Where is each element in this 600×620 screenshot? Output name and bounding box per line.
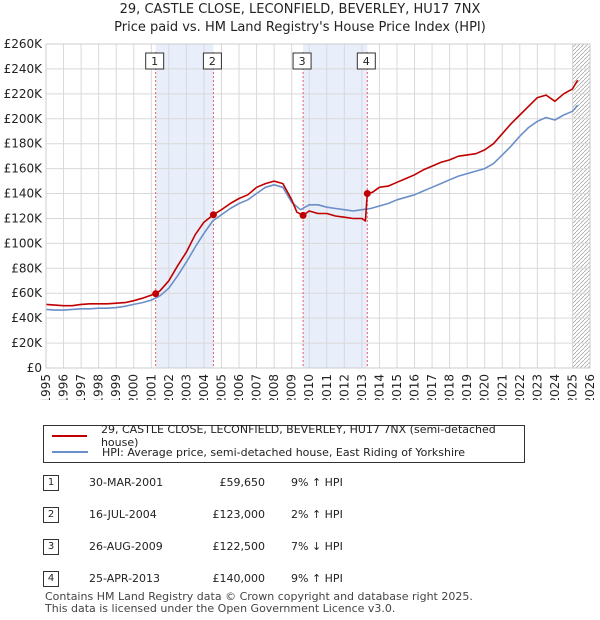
x-tick-label: 2001 xyxy=(144,374,158,400)
y-tick-label: £260K xyxy=(4,37,44,51)
price-chart: £0 £20K £40K £60K £80K £100K £120K £140K £160K £1… xyxy=(4,37,597,400)
transaction-hpi: 9% ↑ HPI xyxy=(291,572,343,585)
legend-label-property: 29, CASTLE CLOSE, LECONFIELD, BEVERLEY, … xyxy=(100,423,496,449)
x-tick-label: 2022 xyxy=(513,374,527,400)
x-tick-label: 1999 xyxy=(109,374,123,400)
transaction-price: £123,000 xyxy=(212,508,266,521)
table-row: 2 16-JUL-2004 £123,000 2% ↑ HPI xyxy=(43,506,563,526)
legend: 29, CASTLE CLOSE, LECONFIELD, BEVERLEY, … xyxy=(43,423,525,463)
x-tick-label: 2016 xyxy=(408,374,422,400)
transaction-date: 26-AUG-2009 xyxy=(89,540,163,553)
y-tick-label: £0 xyxy=(27,361,42,375)
legend-item-property: 29, CASTLE CLOSE, LECONFIELD, BEVERLEY, … xyxy=(52,423,524,449)
legend-swatch-red xyxy=(52,435,87,437)
x-tick-label: 2008 xyxy=(267,374,281,400)
transaction-hpi: 2% ↑ HPI xyxy=(291,508,343,521)
x-tick-label: 2009 xyxy=(285,374,299,400)
transaction-hpi: 9% ↑ HPI xyxy=(291,476,343,489)
transaction-marker-3: 3 xyxy=(43,539,59,555)
x-tick-label: 2018 xyxy=(443,374,457,400)
transaction-price: £122,500 xyxy=(212,540,266,553)
shaded-span xyxy=(303,44,368,368)
transaction-point xyxy=(363,190,371,198)
y-tick-label: £160K xyxy=(4,162,44,176)
transaction-label-box xyxy=(202,52,222,70)
y-tick-label: £80K xyxy=(11,261,43,275)
x-tick-label: 2011 xyxy=(320,374,334,400)
y-tick-label: £40K xyxy=(11,311,43,325)
transaction-label-box xyxy=(292,52,312,70)
x-tick-label: 2014 xyxy=(372,374,386,400)
footer-copyright: Contains HM Land Registry data © Crown c… xyxy=(45,590,473,603)
y-tick-label: £220K xyxy=(4,87,44,101)
transaction-label-box xyxy=(145,52,165,70)
transaction-marker-1: 1 xyxy=(43,475,59,491)
transaction-point xyxy=(209,211,217,219)
y-tick-label: £140K xyxy=(4,187,44,201)
x-tick-label: 1996 xyxy=(57,374,71,400)
hpi-line xyxy=(45,104,579,311)
x-tick-label: 2024 xyxy=(548,374,562,400)
transaction-price: £59,650 xyxy=(219,476,266,489)
x-tick-label: 2013 xyxy=(355,374,369,400)
property-price-line xyxy=(45,79,579,307)
transaction-label-box xyxy=(356,52,376,70)
y-tick-label: £60K xyxy=(11,286,43,300)
transaction-label: 2 xyxy=(209,55,216,68)
x-tick-label: 2002 xyxy=(162,374,176,400)
x-tick-label: 2000 xyxy=(127,374,141,400)
y-tick-label: £240K xyxy=(4,62,44,76)
x-tick-label: 1998 xyxy=(92,374,106,400)
y-tick-label: £20K xyxy=(11,336,43,350)
table-row: 3 26-AUG-2009 £122,500 7% ↓ HPI xyxy=(43,538,563,558)
x-tick-label: 2019 xyxy=(460,374,474,400)
x-tick-label: 2026 xyxy=(583,374,597,400)
transaction-marker-4: 4 xyxy=(43,571,59,587)
x-tick-label: 1997 xyxy=(74,374,88,400)
chart-title: 29, CASTLE CLOSE, LECONFIELD, BEVERLEY, … xyxy=(119,2,481,17)
x-tick-label: 2012 xyxy=(337,374,351,400)
legend-item-hpi: HPI: Average price, semi-detached house,… xyxy=(52,444,465,460)
x-tick-label: 1995 xyxy=(39,374,53,400)
transaction-point xyxy=(152,290,160,298)
transaction-point xyxy=(299,211,307,219)
transaction-marker-2: 2 xyxy=(43,507,59,523)
x-tick-label: 2005 xyxy=(214,374,228,400)
x-tick-label: 2006 xyxy=(232,374,246,400)
footer-licence: This data is licensed under the Open Gov… xyxy=(45,602,396,615)
transaction-label: 3 xyxy=(299,55,306,68)
x-tick-label: 2020 xyxy=(478,374,492,400)
transaction-date: 25-APR-2013 xyxy=(89,572,161,585)
x-tick-label: 2023 xyxy=(530,374,544,400)
plot-border xyxy=(45,43,591,369)
y-tick-label: £180K xyxy=(4,137,44,151)
forecast-hatch xyxy=(572,44,590,368)
transaction-label: 4 xyxy=(363,55,370,68)
x-tick-label: 2004 xyxy=(197,374,211,400)
table-row: 4 25-APR-2013 £140,000 9% ↑ HPI xyxy=(43,570,563,590)
table-row: 1 30-MAR-2001 £59,650 9% ↑ HPI xyxy=(43,474,563,494)
shaded-span xyxy=(155,44,214,368)
x-tick-label: 2021 xyxy=(495,374,509,400)
y-tick-label: £120K xyxy=(4,211,44,225)
y-tick-label: £100K xyxy=(4,236,44,250)
x-tick-label: 2015 xyxy=(390,374,404,400)
x-tick-label: 2025 xyxy=(565,374,579,400)
x-tick-label: 2010 xyxy=(302,374,316,400)
y-tick-label: £200K xyxy=(4,112,44,126)
transaction-hpi: 7% ↓ HPI xyxy=(291,540,343,553)
x-tick-label: 2017 xyxy=(425,374,439,400)
transaction-price: £140,000 xyxy=(212,572,266,585)
legend-label-hpi: HPI: Average price, semi-detached house,… xyxy=(102,445,466,459)
legend-swatch-blue xyxy=(52,451,88,453)
x-tick-label: 2003 xyxy=(179,374,193,400)
transaction-date: 30-MAR-2001 xyxy=(89,476,164,489)
transaction-date: 16-JUL-2004 xyxy=(89,508,157,521)
x-tick-label: 2007 xyxy=(250,374,264,400)
chart-subtitle: Price paid vs. HM Land Registry's House … xyxy=(114,20,486,35)
transaction-label: 1 xyxy=(151,55,158,68)
